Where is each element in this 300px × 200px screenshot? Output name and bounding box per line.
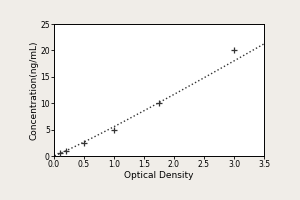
X-axis label: Optical Density: Optical Density (124, 171, 194, 180)
Y-axis label: Concentration(ng/mL): Concentration(ng/mL) (30, 40, 39, 140)
